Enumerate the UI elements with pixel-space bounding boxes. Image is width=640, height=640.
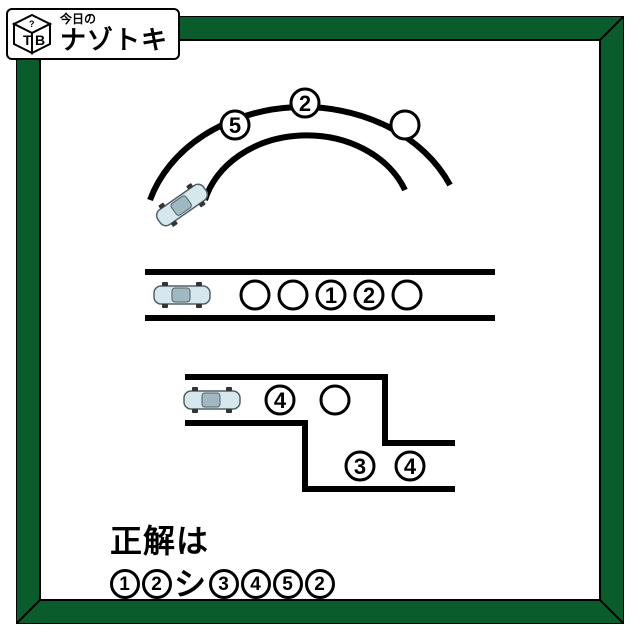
answer-block: 正解は 1 2 シ 3 4 5 2 <box>110 520 335 606</box>
straight-sym-4: 2 <box>363 283 375 308</box>
svg-text:T: T <box>23 32 32 48</box>
car-icon <box>180 383 244 417</box>
svg-text:?: ? <box>29 19 35 29</box>
answer-item: 1 <box>110 569 140 599</box>
answer-item: 4 <box>241 569 271 599</box>
svg-text:B: B <box>35 32 45 48</box>
zig-bot-2: 4 <box>404 454 417 479</box>
curve-sym-1: 5 <box>229 113 241 138</box>
straight-sym-3: 1 <box>325 283 337 308</box>
answer-item: 3 <box>209 569 239 599</box>
header-title: ナゾトキ <box>60 26 168 55</box>
answer-label: 正解は <box>110 520 335 563</box>
answer-item: 5 <box>273 569 303 599</box>
answer-item: 2 <box>142 569 172 599</box>
zig-bot-1: 3 <box>354 454 366 479</box>
puzzle-content: 5 2 1 2 <box>50 70 590 590</box>
answer-item: 2 <box>305 569 335 599</box>
answer-sequence: 1 2 シ 3 4 5 2 <box>110 563 335 606</box>
logo-cube-icon: T B ? <box>10 12 54 56</box>
header-badge: T B ? 今日の ナゾトキ <box>6 8 180 60</box>
curve-sym-2: 2 <box>299 91 311 116</box>
zig-top-1: 4 <box>274 388 287 413</box>
car-icon <box>150 278 214 312</box>
answer-item: シ <box>174 563 207 606</box>
